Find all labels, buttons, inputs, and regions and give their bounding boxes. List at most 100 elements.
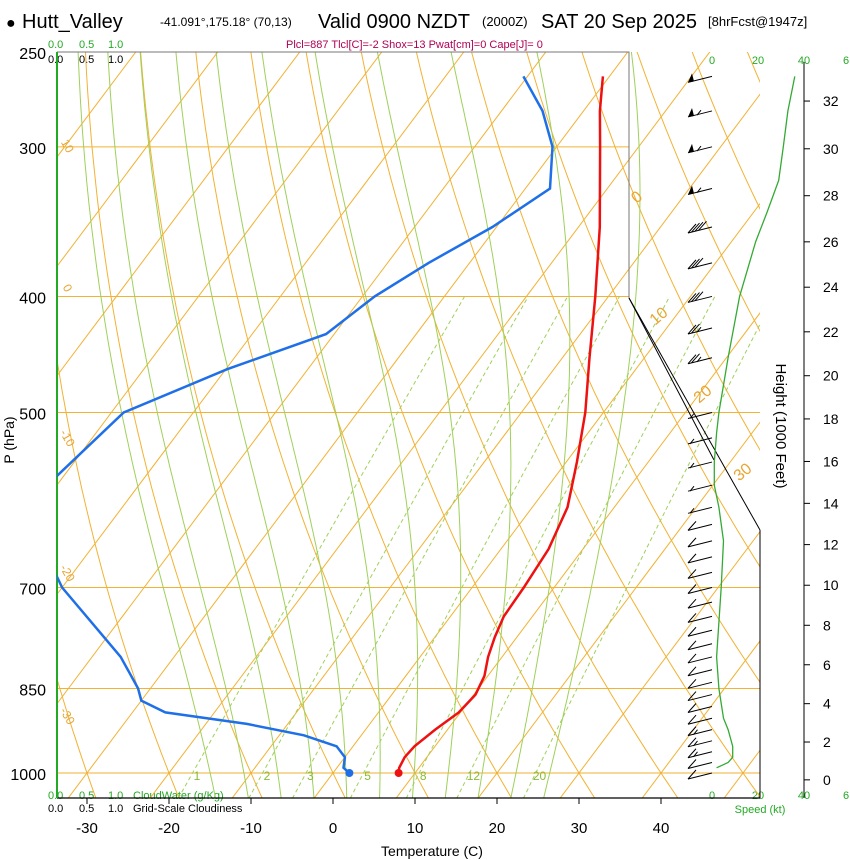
wind-barb-shaft bbox=[687, 587, 713, 594]
dry-adiabat bbox=[84, 52, 263, 798]
height-tick-label: 32 bbox=[823, 93, 839, 109]
isotherm-line bbox=[559, 530, 760, 798]
height-tick-label: 4 bbox=[823, 696, 831, 712]
wind-barb bbox=[687, 703, 713, 714]
cloudiness-top-0: 0.0 bbox=[48, 54, 63, 66]
plot-frame bbox=[56, 51, 761, 799]
height-tick-label: 6 bbox=[823, 657, 831, 673]
wind-barb-half-feather bbox=[696, 109, 702, 116]
mixing-ratio-label: 2 bbox=[264, 769, 271, 783]
valid-time: Valid 0900 NZDT bbox=[318, 11, 470, 33]
speed-top-20: 20 bbox=[752, 55, 764, 67]
height-tick-label: 24 bbox=[823, 279, 839, 295]
wind-barb-shaft bbox=[687, 740, 713, 748]
wind-barb bbox=[687, 73, 713, 83]
wind-barb-half-feather bbox=[696, 187, 702, 193]
dry-adiabat bbox=[415, 52, 760, 798]
wind-barb-feather bbox=[691, 292, 700, 302]
frame-diagonal-outer bbox=[628, 297, 761, 531]
wind-barb bbox=[687, 107, 713, 118]
wind-barb-half-feather bbox=[696, 356, 702, 363]
moist-adiabat bbox=[175, 52, 315, 798]
wind-barb bbox=[687, 323, 713, 335]
pressure-tick-label: 700 bbox=[19, 581, 46, 598]
height-tick-label: 16 bbox=[823, 453, 839, 469]
wind-barb-pennant bbox=[688, 143, 694, 153]
temperature-surface-marker bbox=[394, 769, 403, 777]
isotherm-line bbox=[57, 52, 219, 268]
wind-barb-feather bbox=[687, 691, 697, 701]
wind-barb-feather bbox=[691, 323, 700, 334]
mixing-ratio-line bbox=[349, 296, 620, 798]
isotherm-line bbox=[57, 52, 383, 486]
isotherm-line bbox=[395, 312, 760, 798]
wind-barb bbox=[687, 484, 713, 492]
pressure-tick-label: 850 bbox=[19, 682, 46, 699]
dry-adiabat bbox=[0, 31, 13, 799]
wind-barb bbox=[687, 726, 713, 737]
x-tick-label: 20 bbox=[489, 820, 506, 837]
moist-adiabat bbox=[261, 52, 381, 798]
wind-barb-feather bbox=[687, 678, 697, 689]
isotherm-label: -30 bbox=[57, 705, 78, 727]
mixing-ratio-label: 3 bbox=[307, 769, 314, 783]
stability-indices: Plcl=887 Tlcl[C]=-2 Shox=13 Pwat[cm]=0 C… bbox=[286, 39, 543, 51]
wind-barb-half-feather bbox=[689, 485, 695, 492]
x-tick-label: -30 bbox=[76, 820, 98, 837]
wind-barb-shaft bbox=[687, 412, 713, 419]
height-tick-label: 0 bbox=[823, 772, 831, 788]
header-dot: ● bbox=[6, 15, 16, 32]
height-tick-label: 28 bbox=[823, 188, 839, 204]
wind-barb-feather bbox=[694, 221, 704, 232]
moist-adiabat bbox=[314, 52, 419, 798]
forecast-info: [8hrFcst@1947z] bbox=[708, 14, 807, 29]
moist-adiabat bbox=[543, 52, 641, 798]
wind-barb bbox=[687, 291, 713, 303]
speed-axis-title: Speed (kt) bbox=[735, 804, 786, 816]
x-tick-label: -20 bbox=[158, 820, 180, 837]
wind-barb-feather bbox=[687, 584, 697, 594]
cloudiness-bottom-0: 0.0 bbox=[48, 803, 63, 815]
y-axis-title: P (hPa) bbox=[1, 416, 17, 463]
wind-barb-feather bbox=[687, 769, 697, 780]
wind-barb-shaft bbox=[687, 540, 713, 548]
wind-barb bbox=[687, 678, 713, 689]
wind-barb-half-feather bbox=[689, 462, 695, 469]
wind-barb-feather bbox=[687, 653, 697, 664]
mixing-ratio-line bbox=[248, 296, 529, 798]
frame-top bbox=[57, 51, 630, 298]
wind-barb-shaft bbox=[687, 729, 713, 737]
pressure-tick-label: 300 bbox=[19, 141, 46, 158]
height-tick-label: 22 bbox=[823, 324, 839, 340]
wind-barb bbox=[687, 769, 713, 780]
cloudwater-top-2: 1.0 bbox=[108, 39, 123, 51]
dewpoint-profile bbox=[57, 75, 554, 774]
wind-barb-shaft bbox=[687, 762, 713, 769]
wind-barb-pennant bbox=[688, 73, 694, 83]
wind-barb bbox=[687, 626, 713, 637]
axes: -30 -20 -10 0 10 20 30 401000850700500400300250… bbox=[10, 46, 838, 837]
wind-barb-half-feather bbox=[693, 729, 698, 736]
dry-adiabat bbox=[140, 52, 346, 798]
wind-barb bbox=[687, 569, 713, 579]
pressure-tick-label: 400 bbox=[19, 290, 46, 307]
wind-barb-feather bbox=[687, 569, 697, 579]
wind-barb-pennant bbox=[688, 185, 694, 195]
cloudiness-bottom-1: 0.5 bbox=[79, 803, 94, 815]
wind-speed-profile bbox=[713, 76, 796, 769]
wind-barb bbox=[687, 584, 713, 594]
wind-barb-feather bbox=[687, 537, 697, 548]
wind-barb-half-feather bbox=[693, 740, 698, 747]
mixing-ratio-label: 1 bbox=[194, 769, 201, 783]
mixing-ratio-label: 12 bbox=[467, 769, 481, 783]
profiles bbox=[57, 75, 796, 777]
x-tick-label: 40 bbox=[653, 820, 670, 837]
wind-barb-half-feather bbox=[689, 438, 695, 445]
isotherm-label: 10 bbox=[58, 137, 77, 156]
mixing-ratio-line bbox=[405, 296, 671, 798]
cloudiness-bottom-2: 1.0 bbox=[108, 803, 123, 815]
wind-barb-feather bbox=[687, 714, 697, 725]
wind-barb-feather bbox=[687, 737, 697, 748]
height-tick-label: 30 bbox=[823, 141, 839, 157]
valid-date: SAT 20 Sep 2025 bbox=[541, 11, 697, 33]
